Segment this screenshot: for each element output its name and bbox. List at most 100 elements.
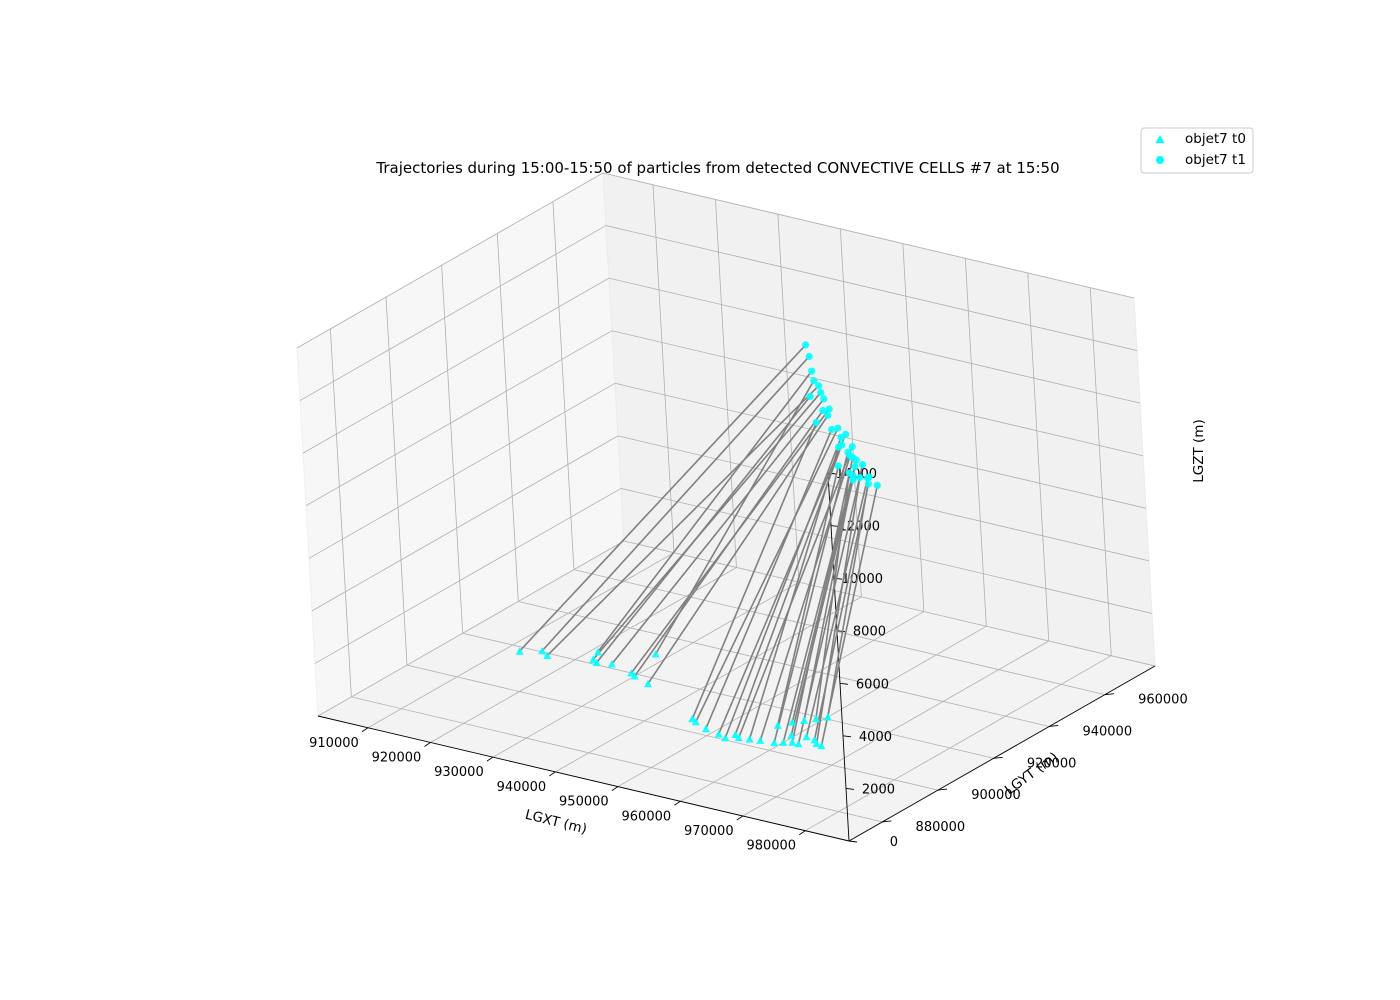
marker-t1 [810,377,818,385]
gridline-x-floor [492,581,800,758]
marker-t0 [779,738,788,746]
gridline-z-back [620,488,1153,614]
gridline-z-left [314,488,622,664]
y-axis-line [848,665,1156,842]
marker-t1 [825,405,833,413]
trajectory-line [820,484,879,747]
trajectory-line [738,445,854,739]
z-tick-mark [845,787,855,790]
gridline-x-floor [805,655,1112,832]
x-axis-ticks: 910000 920000 930000 940000 950000 960000 9700… [309,727,806,854]
marker-t0 [691,717,700,726]
marker-t0 [594,647,602,656]
trajectory-line [611,398,825,665]
legend-marker-t1 [1156,156,1164,164]
trajectory-line [815,476,861,745]
gridline-z-back [617,435,1150,562]
marker-t1 [859,461,867,469]
y-tick-mark [937,788,948,791]
marker-t1 [849,453,857,461]
marker-t1 [820,395,828,403]
gridline-x-floor [742,640,1049,817]
gridline-z-left [299,225,607,401]
marker-t1 [864,480,873,488]
trajectory-lines [518,344,879,747]
y-tick-mark [1104,693,1114,696]
marker-t1 [837,433,845,441]
trajectory-line [633,409,824,677]
x-tick-mark [361,727,369,733]
gridline-x-back [1027,272,1050,642]
gridline-y-floor [406,664,939,791]
y-tick-label: 940000 [1082,724,1132,739]
marker-t0 [812,739,821,747]
x-tick-label: 970000 [684,824,734,839]
gridline-z-left [305,330,613,507]
x-axis-line [317,715,850,842]
marker-t0 [651,650,660,658]
marker-t0 [543,651,552,659]
trajectory-line [773,451,849,744]
x-tick-mark [674,800,681,806]
z-tick-label: 2000 [862,782,895,797]
gridline-z-back [608,277,1141,404]
marker-t0 [592,658,601,667]
y-axis-ticks: 880000 900000 920000 940000 960000 [882,693,1188,835]
marker-t0 [538,646,547,655]
gridline-y-floor [351,696,883,823]
y-tick-label: 900000 [971,788,1021,803]
marker-t0 [756,736,765,744]
marker-t1 [834,462,843,470]
marker-t0 [630,672,639,680]
marker-t0 [607,659,616,668]
marker-t1 [802,341,810,349]
gridline-z-back [614,382,1147,509]
marker-t0 [734,733,743,742]
z-tick-label: 4000 [859,730,892,745]
marker-t1 [864,474,872,482]
gridline-z-left [311,435,619,612]
z-tick-mark [842,735,852,738]
z-tick-mark [836,630,846,633]
marker-t1 [815,382,823,390]
marker-t0 [788,718,797,726]
marker-t1 [856,474,864,482]
x-tick-mark [799,830,806,836]
trajectory-line [748,446,840,740]
marker-t1 [824,411,832,419]
marker-t0 [794,739,803,748]
y-tick-mark [882,820,892,823]
y-tick-mark [993,756,1003,759]
marker-t1 [873,481,881,489]
marker-t1 [819,406,827,415]
trajectory-line [691,421,818,720]
x-tick-mark [486,756,494,762]
gridline-z-back [605,225,1138,351]
gridline-x-floor [367,552,675,729]
trajectory-line [724,436,842,739]
marker-t1 [808,367,816,375]
marker-t1 [817,389,825,397]
marker-t0 [714,730,723,738]
gridline-z-left [308,382,616,559]
gridline-y-left [441,265,464,634]
marker-t1 [806,392,814,400]
gridline-z-back [623,540,1156,667]
z-axis-label: LGZT (m) [1191,419,1207,482]
marker-t0 [644,679,652,688]
chart-title: Trajectories during 15:00-15:50 of parti… [375,159,1059,177]
trajectory-line [776,465,840,727]
marker-t0 [823,713,832,721]
marker-t0 [773,721,782,729]
marker-t1 [848,443,856,451]
gridline-x-back [1089,287,1112,656]
gridline-x-floor [617,611,925,787]
gridline-x-back [964,258,987,627]
marker-t1 [844,448,852,456]
x-tick-mark [424,742,431,747]
z-tick-label: 0 [890,835,898,850]
markers-t1 [802,341,881,489]
z-tick-mark [839,682,849,685]
gridline-x-floor [680,625,987,802]
trajectory-line [826,476,871,718]
